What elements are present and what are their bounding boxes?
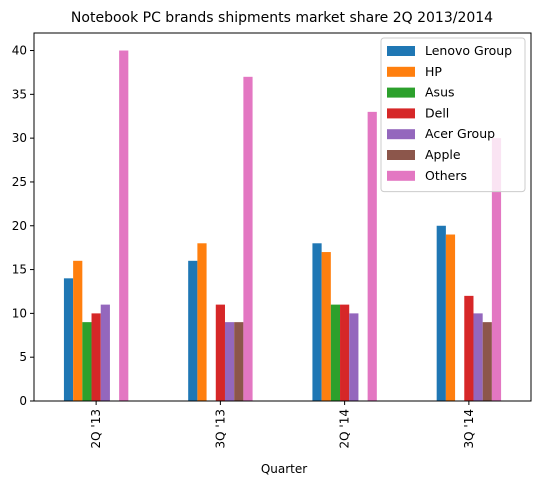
bar-others-3q-13 [243,76,253,401]
y-tick-label: 5 [19,350,27,364]
bar-apple-3q-14 [482,322,492,401]
legend-swatch-others [387,170,415,181]
bar-lenovo-group-3q-13 [188,260,198,401]
legend-swatch-dell [387,108,415,119]
x-tick-label: 3Q '13 [213,409,227,448]
y-tick-label: 25 [12,175,27,189]
x-axis: 2Q '13 3Q '13 2Q '14 3Q '14 [89,401,476,448]
legend-swatch-asus [387,87,415,98]
x-axis-label: Quarter [261,462,307,476]
bar-apple-3q-13 [234,322,244,401]
y-tick-label: 40 [12,44,27,58]
legend: Lenovo Group HP Asus Dell Acer Group Apple Oth… [380,37,526,193]
bar-dell-2q-13 [91,313,101,401]
legend-swatch-lenovo-group [387,46,415,56]
legend-box [380,37,526,193]
bars-layer [63,50,502,402]
legend-label-lenovo-group: Lenovo Group [425,43,512,58]
legend-label-asus: Asus [425,85,455,100]
y-tick-label: 15 [12,263,27,277]
bar-lenovo-group-3q-14 [436,225,446,401]
legend-swatch-acer-group [387,129,415,140]
bar-others-3q-14 [491,138,502,401]
legend-label-others: Others [425,168,467,183]
chart-title: Notebook PC brands shipments market shar… [71,10,493,26]
x-tick-label: 3Q '14 [462,409,476,448]
bar-dell-2q-14 [340,304,350,401]
bar-acer-group-2q-14 [349,313,359,401]
legend-label-dell: Dell [425,105,449,120]
y-tick-label: 0 [19,394,27,408]
x-tick-label: 2Q '14 [338,409,352,448]
bar-lenovo-group-2q-14 [312,243,322,401]
bar-acer-group-2q-13 [100,304,110,401]
bar-hp-2q-13 [73,260,83,401]
legend-label-acer-group: Acer Group [425,126,495,141]
bar-dell-3q-13 [215,304,225,401]
y-tick-label: 20 [12,219,27,233]
bar-acer-group-3q-14 [473,313,483,401]
bar-lenovo-group-2q-13 [63,278,74,401]
bar-others-2q-14 [367,111,377,402]
x-tick-label: 2Q '13 [89,409,103,448]
bar-hp-3q-14 [445,234,456,401]
y-tick-label: 10 [12,306,27,320]
bar-acer-group-3q-13 [224,322,235,401]
bar-asus-2q-13 [82,322,92,401]
y-axis: 0 5 10 15 20 25 30 35 40 [12,44,34,408]
legend-label-hp: HP [425,64,442,79]
y-tick-label: 30 [12,131,27,145]
bar-asus-2q-14 [330,304,341,401]
bar-hp-2q-14 [321,252,331,401]
legend-label-apple: Apple [425,147,461,162]
legend-swatch-apple [387,150,415,160]
bar-dell-3q-14 [464,295,474,401]
legend-swatch-hp [387,66,415,77]
bar-others-2q-13 [119,50,129,402]
y-tick-label: 35 [12,87,27,101]
plot-frame [33,32,532,402]
bar-hp-3q-13 [197,243,207,401]
